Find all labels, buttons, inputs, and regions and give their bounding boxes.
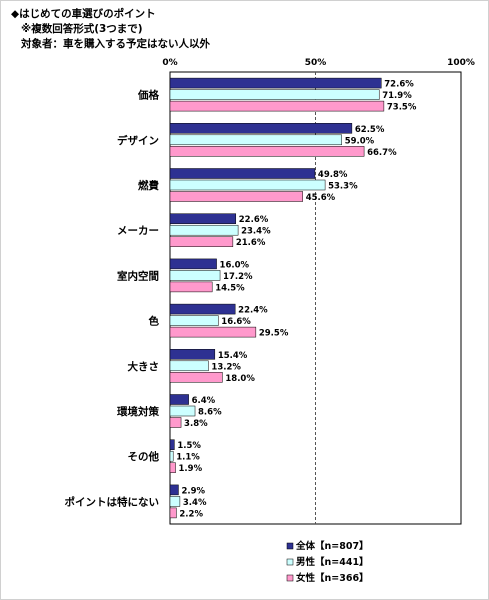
bar: [169, 394, 189, 405]
category-label: デザイン: [117, 134, 159, 147]
bar: [169, 439, 175, 450]
bar: [169, 191, 303, 202]
data-label: 13.2%: [211, 362, 241, 372]
bar: [169, 179, 326, 191]
legend-label: 男性【n=441】: [296, 556, 369, 568]
category-label: メーカー: [117, 225, 159, 237]
data-label: 22.4%: [238, 306, 268, 316]
bar: [169, 405, 196, 417]
bar: [169, 303, 236, 315]
data-label: 18.0%: [225, 374, 255, 384]
category-label: 大きさ: [128, 360, 160, 373]
category-label: 色: [149, 315, 160, 328]
data-label: 49.8%: [318, 170, 348, 180]
data-label: 29.5%: [259, 329, 289, 339]
data-label: 53.3%: [328, 182, 358, 192]
category-label: 燃費: [138, 179, 159, 192]
legend-swatch: [286, 574, 294, 582]
bar: [169, 89, 380, 100]
data-label: 17.2%: [223, 272, 253, 282]
bar: [169, 258, 217, 270]
data-label: 3.4%: [183, 498, 207, 508]
bar: [169, 168, 316, 179]
bar: [169, 349, 216, 360]
legend-swatch: [286, 558, 294, 566]
bar: [169, 496, 181, 507]
data-label: 16.6%: [221, 317, 251, 327]
bar: [169, 270, 221, 281]
bar: [169, 146, 365, 157]
bar: [169, 236, 234, 247]
bar: [169, 326, 257, 338]
bar: [169, 224, 239, 236]
category-label: 価格: [137, 89, 159, 102]
x-tick-label: 50%: [305, 58, 327, 68]
bar: [169, 372, 223, 383]
data-label: 66.7%: [367, 148, 397, 158]
bar: [169, 462, 176, 473]
bar: [169, 134, 342, 146]
bar: [169, 360, 209, 372]
bar: [169, 450, 174, 462]
bar: [169, 100, 385, 112]
bar: [169, 315, 219, 326]
data-label: 72.6%: [384, 80, 414, 90]
legend-label: 女性【n=366】: [296, 572, 369, 584]
data-label: 3.8%: [184, 419, 208, 429]
data-label: 23.4%: [241, 227, 271, 237]
data-label: 73.5%: [387, 103, 417, 113]
x-tick-label: 100%: [447, 58, 475, 68]
chart-subtitle-format: ※複数回答形式(3つまで): [21, 23, 143, 35]
legend-swatch: [286, 542, 294, 550]
bar: [169, 484, 179, 496]
bar: [169, 417, 182, 428]
data-label: 45.6%: [306, 193, 336, 203]
category-label: 室内空間: [117, 269, 159, 282]
data-label: 71.9%: [382, 91, 412, 101]
category-label: 環境対策: [117, 405, 159, 418]
bar: [169, 213, 237, 224]
bar: [169, 507, 177, 519]
bar: [169, 123, 353, 134]
data-label: 1.1%: [176, 453, 200, 463]
x-tick-label: 0%: [162, 58, 177, 68]
data-label: 8.6%: [198, 408, 222, 418]
category-label: その他: [128, 450, 160, 463]
data-label: 1.5%: [177, 441, 201, 451]
data-label: 6.4%: [192, 396, 216, 406]
data-label: 15.4%: [218, 351, 248, 361]
data-label: 22.6%: [239, 215, 269, 225]
data-label: 62.5%: [355, 125, 385, 135]
bar: [169, 281, 213, 293]
data-label: 16.0%: [220, 260, 250, 270]
data-label: 21.6%: [236, 238, 266, 248]
data-label: 14.5%: [215, 283, 245, 293]
chart-subtitle-target: 対象者：車を購入する予定はない人以外: [21, 38, 210, 50]
data-label: 2.2%: [179, 509, 203, 519]
legend-label: 全体【n=807】: [295, 540, 369, 552]
data-label: 1.9%: [179, 464, 203, 474]
category-label: ポイントは特にない: [65, 495, 160, 508]
data-label: 2.9%: [181, 486, 205, 496]
chart-title: ◆はじめての車選びのポイント: [11, 8, 156, 20]
data-label: 59.0%: [345, 136, 375, 146]
bar: [169, 77, 382, 89]
